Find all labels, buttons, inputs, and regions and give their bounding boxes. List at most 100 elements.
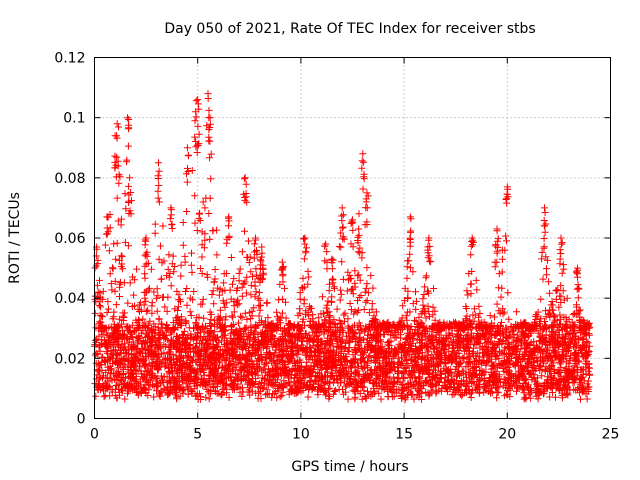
data-point — [538, 372, 546, 380]
data-point — [504, 289, 512, 297]
data-point — [476, 353, 484, 361]
data-point — [238, 283, 246, 291]
data-point — [520, 395, 528, 403]
data-point — [238, 392, 246, 400]
data-point — [541, 228, 549, 236]
data-point — [145, 284, 153, 292]
data-point — [103, 309, 111, 317]
data-point — [174, 324, 182, 331]
data-point — [184, 383, 191, 391]
data-point — [120, 279, 128, 287]
data-point — [207, 315, 215, 323]
data-point — [428, 337, 435, 345]
data-point — [543, 265, 550, 273]
data-point — [583, 395, 591, 403]
data-point — [109, 315, 117, 323]
data-point — [99, 287, 107, 295]
data-point — [147, 365, 155, 373]
data-point — [366, 352, 374, 360]
data-point — [409, 368, 417, 376]
data-point — [104, 298, 112, 306]
data-point — [367, 272, 375, 280]
data-point — [228, 312, 236, 320]
data-point — [190, 288, 198, 295]
data-point — [118, 253, 126, 261]
data-point — [207, 311, 215, 318]
data-point — [269, 356, 277, 364]
data-point — [415, 313, 423, 321]
data-point — [97, 303, 104, 311]
data-point — [245, 237, 252, 245]
data-point — [108, 286, 116, 294]
data-point — [208, 291, 216, 298]
data-point — [553, 287, 561, 295]
data-point — [335, 316, 343, 324]
data-point — [148, 309, 156, 317]
data-point — [217, 328, 225, 336]
data-point — [101, 392, 109, 400]
data-point — [399, 302, 407, 310]
data-point — [188, 268, 196, 276]
data-point — [314, 380, 322, 388]
data-point — [363, 297, 371, 304]
data-point — [252, 271, 260, 279]
data-point — [513, 308, 521, 316]
data-point — [332, 386, 340, 394]
data-point — [421, 283, 429, 291]
data-point — [545, 278, 553, 286]
data-point — [187, 386, 195, 394]
data-point — [508, 338, 516, 346]
data-point — [103, 348, 111, 356]
data-point — [210, 382, 217, 390]
data-point — [577, 395, 584, 403]
data-point — [191, 192, 199, 200]
data-point — [130, 291, 138, 299]
data-point — [243, 273, 251, 281]
data-point — [183, 301, 191, 309]
data-point — [346, 275, 354, 283]
data-point — [548, 298, 556, 305]
data-point — [155, 339, 163, 347]
data-point — [401, 374, 409, 382]
data-point — [303, 358, 311, 366]
data-point — [209, 227, 217, 235]
data-point — [403, 357, 411, 364]
data-point — [121, 190, 129, 198]
data-point — [188, 249, 195, 257]
data-point — [246, 391, 254, 399]
data-point — [179, 219, 187, 226]
data-point — [193, 227, 201, 234]
data-point — [124, 242, 132, 250]
data-point — [469, 311, 477, 319]
data-point — [243, 315, 251, 323]
data-point — [112, 255, 120, 263]
data-point — [363, 264, 371, 272]
data-point — [213, 380, 221, 388]
data-point — [100, 393, 108, 401]
data-point — [117, 215, 125, 223]
data-point — [347, 306, 355, 314]
data-point — [472, 276, 480, 284]
data-point — [118, 320, 126, 328]
data-point — [151, 229, 159, 237]
data-point — [198, 253, 206, 261]
data-point — [260, 271, 268, 279]
data-point — [417, 344, 424, 352]
data-point — [147, 265, 155, 273]
data-point — [117, 252, 125, 260]
data-point — [120, 345, 128, 353]
data-point — [109, 264, 116, 272]
data-point — [573, 303, 581, 311]
data-point — [351, 321, 358, 329]
data-point — [493, 300, 501, 308]
data-point — [156, 389, 164, 397]
data-point — [499, 365, 507, 372]
data-point — [139, 315, 147, 323]
data-point — [183, 285, 191, 292]
data-point — [264, 314, 272, 322]
data-point — [363, 280, 371, 288]
data-point — [412, 288, 419, 296]
data-point — [521, 375, 529, 383]
data-point — [543, 271, 551, 279]
data-point — [333, 305, 341, 313]
